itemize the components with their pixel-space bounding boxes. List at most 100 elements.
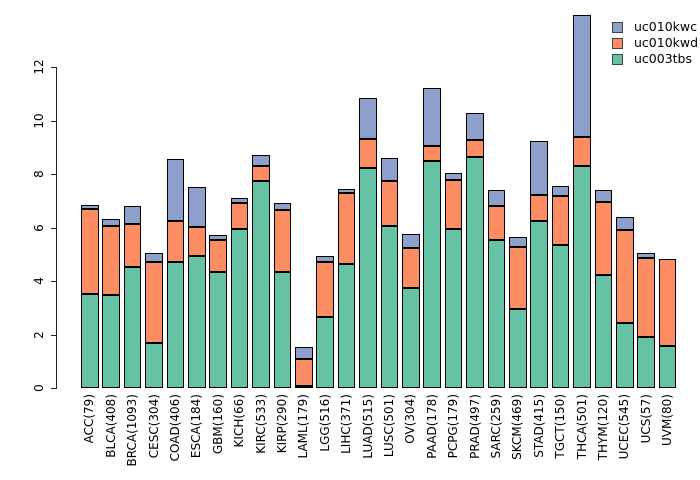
x-category-label: ACC(79) bbox=[82, 394, 97, 444]
bar-segment-uc003tbs bbox=[616, 322, 634, 389]
x-category-label: BRCA(1093) bbox=[125, 394, 140, 467]
bar-segment-uc010kwc bbox=[81, 205, 99, 210]
y-tick-mark bbox=[51, 334, 56, 336]
x-category-label: COAD(406) bbox=[167, 394, 182, 462]
bar-segment-uc010kwd bbox=[123, 223, 142, 267]
bar-segment-uc010kwd bbox=[444, 179, 463, 229]
x-category-label: STAD(415) bbox=[531, 394, 546, 458]
bar-segment-uc010kwd bbox=[81, 209, 99, 295]
bar-segment-uc010kwd bbox=[295, 358, 313, 387]
bar-segment-uc010kwd bbox=[402, 248, 420, 288]
bar-segment-uc003tbs bbox=[423, 161, 441, 389]
legend-entry: uc010kwc bbox=[612, 20, 698, 33]
x-category-label: SKCM(469) bbox=[510, 394, 525, 460]
bar-segment-uc010kwd bbox=[359, 139, 377, 168]
bar-segment-uc010kwc bbox=[444, 173, 463, 180]
bar-segment-uc010kwc bbox=[295, 346, 313, 359]
bar-segment-uc010kwc bbox=[509, 237, 527, 248]
bar-segment-uc003tbs bbox=[551, 244, 570, 389]
bar-segment-uc003tbs bbox=[359, 167, 377, 389]
y-tick-label: 0 bbox=[32, 384, 46, 393]
y-tick-mark bbox=[51, 120, 56, 122]
legend-label: uc003tbs bbox=[634, 51, 693, 66]
bar-segment-uc003tbs bbox=[230, 229, 249, 389]
x-category-label: SARC(259) bbox=[488, 394, 503, 459]
bar-segment-uc010kwd bbox=[530, 194, 548, 221]
bar-segment-uc010kwc bbox=[209, 234, 227, 240]
bar-segment-uc010kwc bbox=[466, 112, 484, 141]
bar-segment-uc010kwd bbox=[145, 262, 163, 344]
x-category-label: PRAD(497) bbox=[467, 394, 482, 459]
bar-segment-uc010kwc bbox=[402, 233, 420, 249]
bar-segment-uc003tbs bbox=[166, 261, 185, 389]
bar-segment-uc010kwc bbox=[423, 88, 441, 146]
bar-segment-uc010kwc bbox=[188, 187, 206, 227]
bar-segment-uc003tbs bbox=[530, 220, 548, 389]
bar-segment-uc010kwd bbox=[487, 206, 506, 240]
bar-segment-uc003tbs bbox=[337, 264, 356, 389]
bar-segment-uc010kwc bbox=[487, 189, 506, 207]
x-category-label: PAAD(178) bbox=[424, 394, 439, 459]
x-category-label: PCPG(179) bbox=[446, 394, 461, 459]
bar-segment-uc010kwd bbox=[616, 229, 634, 323]
bar-segment-uc010kwc bbox=[145, 253, 163, 263]
bar-segment-uc010kwc bbox=[551, 185, 570, 197]
bar-segment-uc010kwc bbox=[273, 202, 292, 210]
bar-segment-uc010kwd bbox=[423, 145, 441, 162]
bar-segment-uc010kwd bbox=[573, 136, 591, 166]
x-category-label: THYM(120) bbox=[595, 394, 610, 461]
bar-segment-uc010kwd bbox=[509, 247, 527, 310]
bar-segment-uc010kwd bbox=[337, 193, 356, 265]
bar-segment-uc010kwc bbox=[316, 256, 334, 262]
bar-segment-uc010kwd bbox=[252, 166, 270, 182]
bar-segment-uc010kwd bbox=[273, 209, 292, 273]
bar-segment-uc010kwc bbox=[230, 197, 249, 203]
x-category-label: LUSC(501) bbox=[381, 394, 396, 458]
bar-segment-uc010kwc bbox=[166, 158, 185, 222]
bar-segment-uc010kwc bbox=[123, 206, 142, 224]
legend-swatch-icon bbox=[612, 37, 623, 49]
bar-segment-uc010kwc bbox=[359, 97, 377, 140]
bar-segment-uc010kwc bbox=[530, 141, 548, 195]
x-category-label: LIHC(371) bbox=[339, 394, 354, 454]
x-category-label: UCEC(545) bbox=[617, 394, 632, 460]
bar-segment-uc010kwd bbox=[166, 221, 185, 262]
y-tick-label: 8 bbox=[32, 170, 46, 179]
x-category-label: LAML(179) bbox=[296, 394, 311, 459]
bar-segment-uc003tbs bbox=[466, 157, 484, 389]
bar-segment-uc010kwd bbox=[658, 259, 677, 347]
bar-segment-uc003tbs bbox=[123, 266, 142, 389]
bar-segment-uc003tbs bbox=[316, 316, 334, 389]
legend-label: uc010kwd bbox=[634, 35, 699, 50]
bar-segment-uc003tbs bbox=[295, 386, 313, 389]
y-tick-label: 12 bbox=[32, 59, 46, 75]
bar-segment-uc010kwc bbox=[102, 218, 120, 227]
bar-segment-uc010kwc bbox=[594, 189, 613, 203]
bar-segment-uc003tbs bbox=[509, 309, 527, 389]
y-tick-mark bbox=[51, 67, 56, 69]
bar-segment-uc010kwd bbox=[188, 226, 206, 257]
y-tick-mark bbox=[51, 388, 56, 390]
bar-segment-uc010kwc bbox=[637, 253, 655, 259]
bar-segment-uc003tbs bbox=[658, 346, 677, 389]
bar-segment-uc003tbs bbox=[573, 166, 591, 389]
bar-segment-uc010kwd bbox=[637, 258, 655, 338]
x-category-label: KICH(66) bbox=[232, 394, 247, 448]
x-category-label: GBM(160) bbox=[210, 394, 225, 455]
bar-segment-uc003tbs bbox=[102, 294, 120, 389]
x-category-label: CESC(304) bbox=[146, 394, 161, 459]
x-category-label: UCS(57) bbox=[638, 394, 653, 444]
bar-segment-uc003tbs bbox=[145, 343, 163, 389]
bar-segment-uc010kwd bbox=[316, 261, 334, 317]
x-category-label: BLCA(408) bbox=[103, 394, 118, 458]
y-tick-mark bbox=[51, 281, 56, 283]
bar-segment-uc003tbs bbox=[487, 239, 506, 389]
x-category-label: OV(304) bbox=[403, 394, 418, 444]
legend-entry: uc010kwd bbox=[612, 35, 699, 50]
bar-segment-uc010kwc bbox=[337, 189, 356, 193]
x-category-label: THCA(501) bbox=[574, 394, 589, 460]
legend-swatch-icon bbox=[612, 53, 623, 65]
y-tick-mark bbox=[51, 227, 56, 229]
bar-segment-uc010kwd bbox=[551, 196, 570, 245]
